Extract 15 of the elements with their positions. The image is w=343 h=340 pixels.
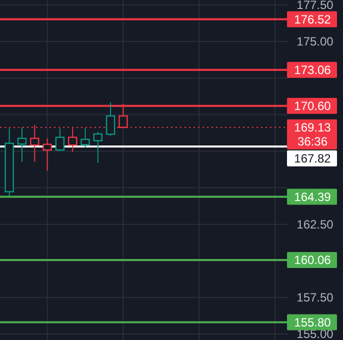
ref-line-label: 173.06 (294, 63, 332, 78)
ref-line-label: 160.06 (294, 253, 332, 268)
candlestick (17, 126, 27, 162)
ref-line-label: 176.52 (294, 12, 332, 27)
y-tick-label: 155.00 (296, 327, 334, 340)
ref-line-label: 155.80 (294, 316, 332, 330)
y-tick-label: 175.00 (296, 34, 334, 49)
y-tick-label: 177.50 (296, 0, 334, 12)
y-tick-label: 157.50 (296, 290, 334, 305)
ref-line-label: 170.60 (294, 99, 332, 114)
ref-line-label: 169.13 (294, 120, 332, 135)
ref-line-label: 167.82 (294, 152, 332, 166)
text: 36:36 (297, 134, 328, 149)
y-tick-label: 162.50 (296, 218, 334, 232)
ref-line-label: 164.39 (294, 190, 332, 204)
